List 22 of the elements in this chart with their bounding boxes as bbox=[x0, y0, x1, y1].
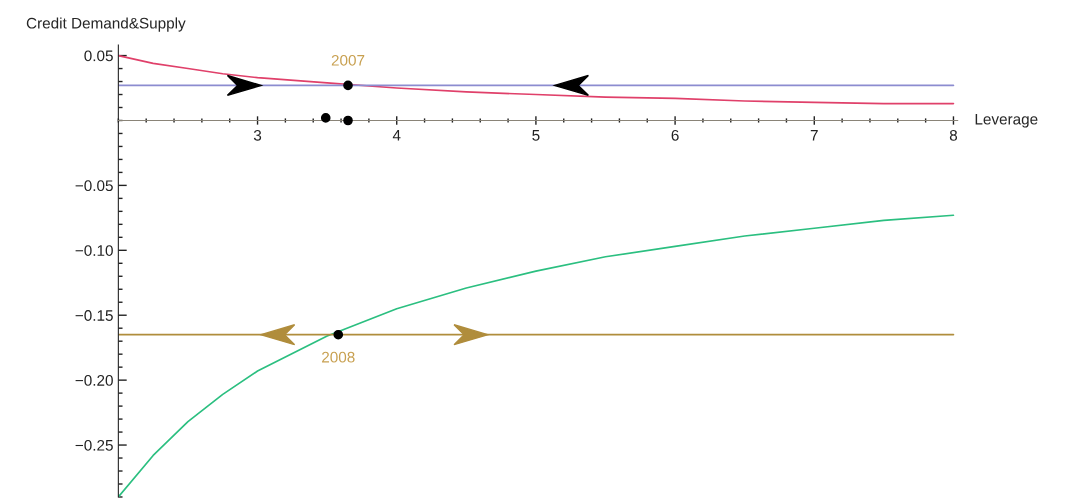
y-tick-label: −0.15 bbox=[75, 310, 113, 321]
x-tick-label: 7 bbox=[810, 130, 818, 141]
point bbox=[343, 80, 353, 91]
y-tick-label: −0.20 bbox=[75, 375, 113, 386]
annotation: 2008 bbox=[322, 351, 355, 363]
x-tick-label: 8 bbox=[949, 129, 958, 141]
point bbox=[333, 329, 344, 340]
y-tick-label: −0.10 bbox=[75, 245, 113, 256]
x-axis-title: Leverage bbox=[975, 113, 1038, 128]
y-tick-label: −0.25 bbox=[75, 439, 113, 451]
annotation: 2007 bbox=[331, 54, 365, 66]
y-tick-label: −0.05 bbox=[75, 180, 113, 192]
y-axis-title: Credit Demand&Supply bbox=[26, 17, 186, 32]
point bbox=[343, 115, 353, 126]
y-tick-label: 0.05 bbox=[84, 50, 113, 62]
x-tick-label: 4 bbox=[392, 130, 401, 141]
x-tick-label: 3 bbox=[253, 129, 262, 141]
point bbox=[320, 113, 331, 123]
line-series bbox=[118, 214, 955, 497]
x-tick-label: 5 bbox=[532, 130, 540, 141]
line-series bbox=[118, 54, 955, 105]
x-tick-label: 6 bbox=[671, 129, 679, 141]
